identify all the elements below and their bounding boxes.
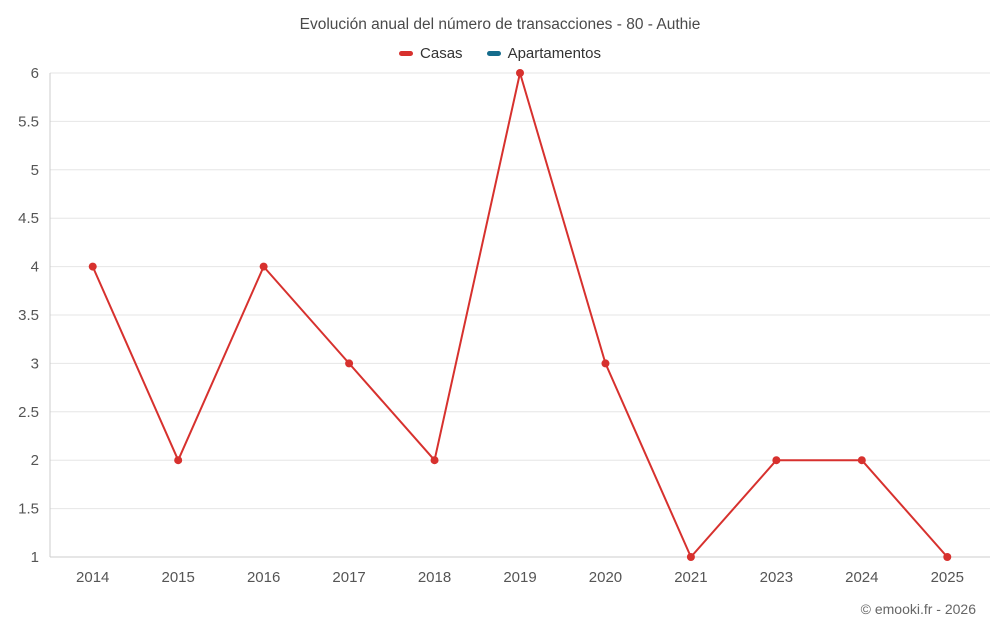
data-point-casas[interactable] [686, 553, 695, 561]
y-tick-label: 6 [31, 65, 39, 82]
y-tick-label: 5.5 [18, 113, 39, 130]
chart-title: Evolución anual del número de transaccio… [299, 16, 701, 33]
x-tick-label: 2025 [931, 569, 964, 586]
x-tick-label: 2020 [589, 569, 622, 586]
data-point-casas[interactable] [772, 456, 781, 465]
data-point-casas[interactable] [601, 359, 610, 368]
data-point-casas[interactable] [857, 456, 866, 465]
legend-item-apartamentos[interactable]: Apartamentos [486, 45, 601, 62]
x-tick-label: 2019 [503, 569, 536, 586]
x-tick-label: 2018 [418, 569, 451, 586]
y-tick-label: 3.5 [18, 307, 39, 324]
data-point-casas[interactable] [430, 456, 439, 465]
data-point-casas[interactable] [259, 262, 268, 271]
data-point-casas[interactable] [174, 456, 183, 465]
x-tick-label: 2015 [161, 569, 194, 586]
chart-legend: Casas Apartamentos [0, 45, 1000, 62]
legend-label: Casas [420, 45, 463, 62]
y-tick-label: 2 [31, 452, 39, 469]
x-tick-label: 2021 [674, 569, 707, 586]
y-tick-label: 1 [31, 549, 39, 566]
legend-swatch-icon [486, 51, 501, 56]
data-point-casas[interactable] [516, 69, 524, 77]
y-tick-label: 4.5 [18, 210, 39, 227]
y-tick-label: 3 [31, 355, 39, 372]
legend-label: Apartamentos [507, 45, 601, 62]
y-tick-label: 5 [31, 162, 39, 179]
data-point-casas[interactable] [943, 553, 952, 561]
y-tick-label: 4 [31, 259, 39, 276]
copyright: © emooki.fr - 2026 [860, 601, 976, 617]
y-tick-label: 2.5 [18, 404, 39, 421]
data-point-casas[interactable] [88, 262, 97, 271]
y-tick-label: 1.5 [18, 501, 39, 518]
legend-swatch-icon [399, 51, 414, 56]
x-tick-label: 2017 [332, 569, 365, 586]
x-tick-label: 2016 [247, 569, 280, 586]
legend-item-casas[interactable]: Casas [399, 45, 463, 62]
x-tick-label: 2024 [845, 569, 878, 586]
x-tick-label: 2023 [760, 569, 793, 586]
x-tick-label: 2014 [76, 569, 109, 586]
data-point-casas[interactable] [345, 359, 354, 368]
